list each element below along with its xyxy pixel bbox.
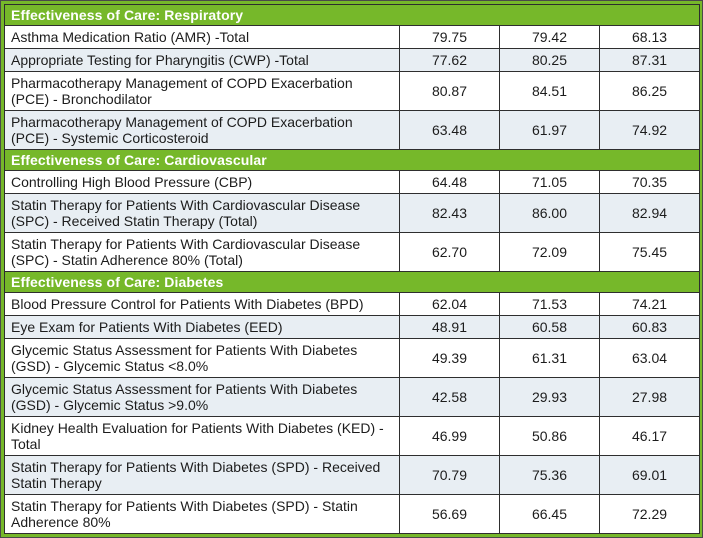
measure-value: 70.35 — [598, 170, 701, 194]
measure-value: 87.31 — [598, 48, 701, 72]
measure-value: 63.04 — [598, 338, 701, 378]
measure-value: 60.58 — [499, 315, 600, 339]
measure-value: 56.69 — [399, 494, 500, 534]
measure-row: Glycemic Status Assessment for Patients … — [4, 377, 701, 417]
measure-value: 64.48 — [399, 170, 500, 194]
section-header-row: Effectiveness of Care: Respiratory — [3, 4, 701, 26]
measure-value: 86.00 — [499, 193, 600, 233]
measure-value: 82.43 — [399, 193, 500, 233]
measures-table: Effectiveness of Care: Respiratory Asthma… — [3, 4, 701, 534]
measure-row: Pharmacotherapy Management of COPD Exace… — [4, 71, 701, 111]
measure-value: 75.45 — [598, 232, 701, 272]
measure-value: 71.53 — [499, 292, 600, 316]
section-header-row: Effectiveness of Care: Diabetes — [3, 271, 701, 293]
measure-name: Glycemic Status Assessment for Patients … — [4, 377, 400, 417]
measure-name: Statin Therapy for Patients With Cardiov… — [4, 193, 400, 233]
section-header-label: Effectiveness of Care: Diabetes — [3, 271, 701, 293]
measure-value: 42.58 — [399, 377, 500, 417]
measure-value: 75.36 — [499, 455, 600, 495]
section-header-row: Effectiveness of Care: Cardiovascular — [3, 149, 701, 171]
measure-name: Kidney Health Evaluation for Patients Wi… — [4, 416, 400, 456]
measure-value: 84.51 — [499, 71, 600, 111]
measure-value: 80.25 — [499, 48, 600, 72]
measure-row: Blood Pressure Control for Patients With… — [4, 292, 701, 316]
measure-value: 74.92 — [598, 110, 701, 150]
measure-name: Pharmacotherapy Management of COPD Exace… — [4, 110, 400, 150]
measure-value: 74.21 — [598, 292, 701, 316]
measure-value: 27.98 — [598, 377, 701, 417]
measure-name: Controlling High Blood Pressure (CBP) — [4, 170, 400, 194]
measure-row: Controlling High Blood Pressure (CBP) 64.… — [4, 170, 701, 194]
measure-value: 50.86 — [499, 416, 600, 456]
measure-value: 62.70 — [399, 232, 500, 272]
measure-value: 86.25 — [598, 71, 701, 111]
measure-row: Statin Therapy for Patients With Diabete… — [4, 455, 701, 495]
measure-name: Glycemic Status Assessment for Patients … — [4, 338, 400, 378]
measure-value: 70.79 — [399, 455, 500, 495]
measure-row: Kidney Health Evaluation for Patients Wi… — [4, 416, 701, 456]
measure-name: Blood Pressure Control for Patients With… — [4, 292, 400, 316]
measure-value: 72.29 — [598, 494, 701, 534]
measure-value: 71.05 — [499, 170, 600, 194]
measure-name: Statin Therapy for Patients With Diabete… — [4, 455, 400, 495]
measure-value: 82.94 — [598, 193, 701, 233]
measure-row: Pharmacotherapy Management of COPD Exace… — [4, 110, 701, 150]
measure-value: 80.87 — [399, 71, 500, 111]
measure-name: Statin Therapy for Patients With Cardiov… — [4, 232, 400, 272]
measure-name: Eye Exam for Patients With Diabetes (EED… — [4, 315, 400, 339]
measure-value: 69.01 — [598, 455, 701, 495]
measure-value: 66.45 — [499, 494, 600, 534]
measure-value: 68.13 — [598, 25, 701, 49]
measure-name: Appropriate Testing for Pharyngitis (CWP… — [4, 48, 400, 72]
measure-row: Glycemic Status Assessment for Patients … — [4, 338, 701, 378]
measure-value: 79.75 — [399, 25, 500, 49]
measure-row: Eye Exam for Patients With Diabetes (EED… — [4, 315, 701, 339]
measure-value: 77.62 — [399, 48, 500, 72]
measure-row: Statin Therapy for Patients With Cardiov… — [4, 193, 701, 233]
measure-row: Statin Therapy for Patients With Diabete… — [4, 494, 701, 534]
measure-row: Appropriate Testing for Pharyngitis (CWP… — [4, 48, 701, 72]
measure-value: 72.09 — [499, 232, 600, 272]
section-header-label: Effectiveness of Care: Respiratory — [3, 4, 701, 26]
measure-name: Asthma Medication Ratio (AMR) -Total — [4, 25, 400, 49]
measure-value: 29.93 — [499, 377, 600, 417]
measure-name: Pharmacotherapy Management of COPD Exace… — [4, 71, 400, 111]
measure-value: 79.42 — [499, 25, 600, 49]
measure-value: 62.04 — [399, 292, 500, 316]
measure-value: 63.48 — [399, 110, 500, 150]
measure-value: 61.97 — [499, 110, 600, 150]
measure-row: Asthma Medication Ratio (AMR) -Total 79.7… — [4, 25, 701, 49]
measure-name: Statin Therapy for Patients With Diabete… — [4, 494, 400, 534]
measure-value: 49.39 — [399, 338, 500, 378]
measure-value: 61.31 — [499, 338, 600, 378]
measure-value: 60.83 — [598, 315, 701, 339]
measure-value: 46.17 — [598, 416, 701, 456]
measure-value: 46.99 — [399, 416, 500, 456]
section-header-label: Effectiveness of Care: Cardiovascular — [3, 149, 701, 171]
measures-table-body: Effectiveness of Care: Respiratory Asthma… — [3, 4, 701, 534]
measure-value: 48.91 — [399, 315, 500, 339]
measure-row: Statin Therapy for Patients With Cardiov… — [4, 232, 701, 272]
